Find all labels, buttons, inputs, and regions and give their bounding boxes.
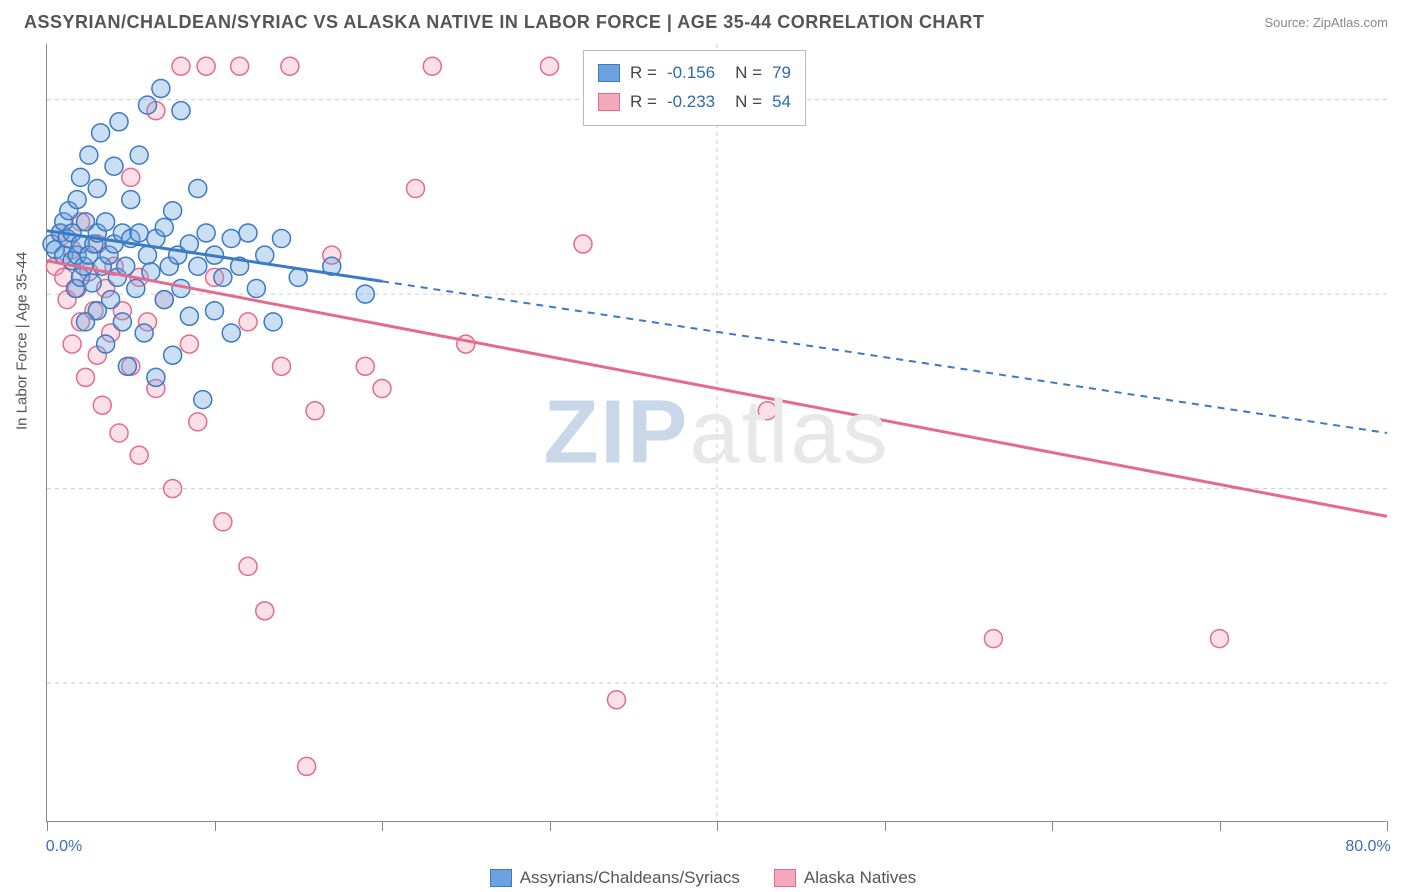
legend-item-assyrian: Assyrians/Chaldeans/Syriacs (490, 868, 740, 888)
chart-container: ASSYRIAN/CHALDEAN/SYRIAC VS ALASKA NATIV… (0, 0, 1406, 892)
legend-swatch-alaska (774, 869, 796, 887)
legend-label-alaska: Alaska Natives (804, 868, 916, 888)
title-bar: ASSYRIAN/CHALDEAN/SYRIAC VS ALASKA NATIV… (0, 0, 1406, 44)
legend-swatch-assyrian (490, 869, 512, 887)
plot-area: ZIPatlas 47.5% 65.0% 82.5% 100.0% R =-0.… (46, 44, 1386, 822)
series-legend: Assyrians/Chaldeans/Syriacs Alaska Nativ… (0, 868, 1406, 888)
chart-title: ASSYRIAN/CHALDEAN/SYRIAC VS ALASKA NATIV… (24, 12, 984, 33)
y-axis-label: In Labor Force | Age 35-44 (14, 252, 31, 430)
legend-label-assyrian: Assyrians/Chaldeans/Syriacs (520, 868, 740, 888)
source-attribution: Source: ZipAtlas.com (1264, 15, 1388, 30)
correlation-legend: R =-0.156N =79R =-0.233N =54 (583, 50, 806, 126)
scatter-svg (47, 44, 1386, 821)
x-axis-min-label: 0.0% (46, 838, 82, 856)
legend-item-alaska: Alaska Natives (774, 868, 916, 888)
x-axis-max-label: 80.0% (1345, 838, 1390, 856)
